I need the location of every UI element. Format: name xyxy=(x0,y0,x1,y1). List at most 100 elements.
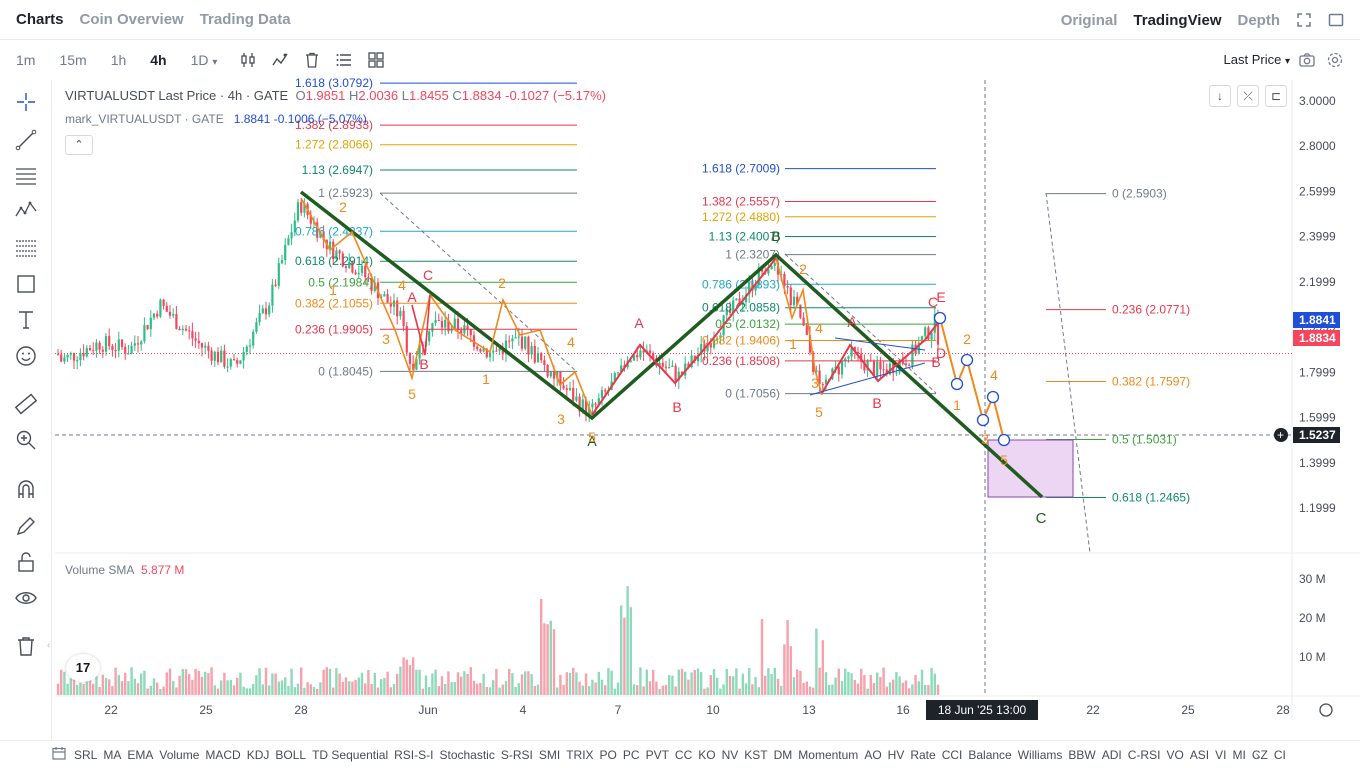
indicator-pvt[interactable]: PVT xyxy=(645,747,669,762)
indicator-momentum[interactable]: Momentum xyxy=(798,747,859,762)
tab-trading-data[interactable]: Trading Data xyxy=(199,11,291,28)
indicator-mi[interactable]: MI xyxy=(1232,747,1246,762)
view-original[interactable]: Original xyxy=(1060,11,1118,29)
crosshair-icon[interactable] xyxy=(14,90,38,114)
interval-1d[interactable]: 1D ▾ xyxy=(191,52,218,68)
interval-1h[interactable]: 1h xyxy=(110,52,127,68)
indicator-ko[interactable]: KO xyxy=(698,747,716,762)
emoji-icon[interactable] xyxy=(14,344,38,368)
tab-coin-overview[interactable]: Coin Overview xyxy=(79,11,184,28)
volume-bar xyxy=(712,669,716,695)
indicator-boll[interactable]: BOLL xyxy=(275,747,307,762)
wave-label: B xyxy=(672,399,681,415)
pencil-lock-icon[interactable] xyxy=(14,514,38,538)
indicator-rsi-s-i[interactable]: RSI-S-I xyxy=(394,747,434,762)
candle-type-icon[interactable] xyxy=(239,51,257,69)
indicator-cci[interactable]: CCI xyxy=(941,747,963,762)
indicators-icon[interactable] xyxy=(271,51,289,69)
candle-body xyxy=(754,285,757,291)
trash-icon[interactable] xyxy=(303,51,321,69)
indicator-ema[interactable]: EMA xyxy=(127,747,154,762)
indicator-dm[interactable]: DM xyxy=(773,747,793,762)
indicator-stochastic[interactable]: Stochastic xyxy=(439,747,495,762)
interval-1m[interactable]: 1m xyxy=(16,52,36,68)
candle-body xyxy=(242,351,245,361)
scroll-down-button[interactable]: ↓ xyxy=(1209,85,1231,107)
indicator-ma[interactable]: MA xyxy=(103,747,122,762)
ruler-icon[interactable] xyxy=(14,392,38,416)
settings-icon[interactable] xyxy=(1326,51,1344,69)
calendar-icon[interactable] xyxy=(52,746,68,763)
volume-bar xyxy=(220,680,223,695)
indicator-po[interactable]: PO xyxy=(599,747,617,762)
price-tick-label: 2.1999 xyxy=(1299,275,1336,289)
eye-icon[interactable] xyxy=(14,586,38,610)
indicator-s-rsi[interactable]: S-RSI xyxy=(500,747,533,762)
candle-body xyxy=(143,325,146,342)
indicator-rate[interactable]: Rate xyxy=(910,747,936,762)
chart-type-toggle-button[interactable]: ⊏ xyxy=(1265,85,1287,107)
grid-layout-icon[interactable] xyxy=(367,51,385,69)
price-chart[interactable]: 1.618 (3.0792) 1.382 (2.8933) 1.272 (2.806… xyxy=(0,0,1360,740)
indicator-bbw[interactable]: BBW xyxy=(1068,747,1096,762)
indicator-volume[interactable]: Volume xyxy=(159,747,200,762)
interval-15m[interactable]: 15m xyxy=(59,52,87,68)
indicator-kdj[interactable]: KDJ xyxy=(246,747,270,762)
candle-body xyxy=(767,269,770,274)
indicator-smi[interactable]: SMI xyxy=(538,747,561,762)
volume-bar xyxy=(773,667,776,695)
wave-pattern-icon[interactable] xyxy=(14,198,38,222)
time-tick-label: 22 xyxy=(1086,703,1100,717)
indicator-williams[interactable]: Williams xyxy=(1017,747,1063,762)
zoom-icon[interactable] xyxy=(14,428,38,452)
camera-icon[interactable] xyxy=(1298,51,1316,69)
volume-bar xyxy=(671,675,674,695)
fullscreen-icon[interactable] xyxy=(1296,12,1312,28)
text-icon[interactable] xyxy=(14,308,38,332)
view-depth[interactable]: Depth xyxy=(1237,11,1281,29)
indicator-srl[interactable]: SRL xyxy=(74,747,98,762)
indicator-hv[interactable]: HV xyxy=(887,747,905,762)
interval-4h[interactable]: 4h xyxy=(150,52,167,68)
indicator-td-sequential[interactable]: TD Sequential xyxy=(312,747,389,762)
candle-body xyxy=(437,319,440,321)
magnet-icon[interactable] xyxy=(14,478,38,502)
indicator-pc[interactable]: PC xyxy=(622,747,640,762)
indicator-asi[interactable]: ASI xyxy=(1189,747,1210,762)
indicator-ci[interactable]: CI xyxy=(1273,747,1286,762)
candle-body xyxy=(933,314,936,333)
indicator-cc[interactable]: CC xyxy=(674,747,693,762)
delete-drawings-icon[interactable] xyxy=(14,634,38,658)
window-icon[interactable] xyxy=(1328,12,1344,28)
open-value: 1.9851 xyxy=(305,88,346,103)
volume-bar xyxy=(527,671,530,695)
indicator-nv[interactable]: NV xyxy=(721,747,739,762)
horizontal-lines-icon[interactable] xyxy=(14,164,38,188)
indicator-ao[interactable]: AO xyxy=(864,747,882,762)
trend-line-icon[interactable] xyxy=(14,128,38,152)
rectangle-icon[interactable] xyxy=(14,272,38,296)
indicator-cz[interactable]: CZ xyxy=(1251,747,1268,762)
fib-tool-icon[interactable] xyxy=(14,236,38,260)
indicator-c-rsi[interactable]: C-RSI xyxy=(1127,747,1161,762)
candle-body xyxy=(98,342,101,350)
expand-left-arrow[interactable]: ‹ xyxy=(47,640,51,651)
list-icon[interactable] xyxy=(335,51,353,69)
unlock-icon[interactable] xyxy=(14,550,38,574)
more-indicators-arrow[interactable]: › xyxy=(1255,746,1260,763)
indicator-macd[interactable]: MACD xyxy=(205,747,241,762)
tab-charts[interactable]: Charts xyxy=(16,11,64,28)
indicator-adi[interactable]: ADI xyxy=(1101,747,1122,762)
view-tradingview[interactable]: TradingView xyxy=(1133,11,1222,29)
collapse-legend-button[interactable]: ⌃ xyxy=(65,135,93,155)
indicator-vi[interactable]: VI xyxy=(1215,747,1227,762)
indicator-trix[interactable]: TRIX xyxy=(566,747,594,762)
indicator-kst[interactable]: KST xyxy=(744,747,768,762)
volume-bar xyxy=(933,673,936,695)
wave-red-right xyxy=(821,319,941,394)
volume-bar xyxy=(738,688,741,695)
indicator-balance[interactable]: Balance xyxy=(968,747,1012,762)
indicator-vo[interactable]: VO xyxy=(1166,747,1184,762)
price-type-select[interactable]: Last Price ▾ xyxy=(1224,52,1290,67)
compress-button[interactable]: ⤫ xyxy=(1237,85,1259,107)
